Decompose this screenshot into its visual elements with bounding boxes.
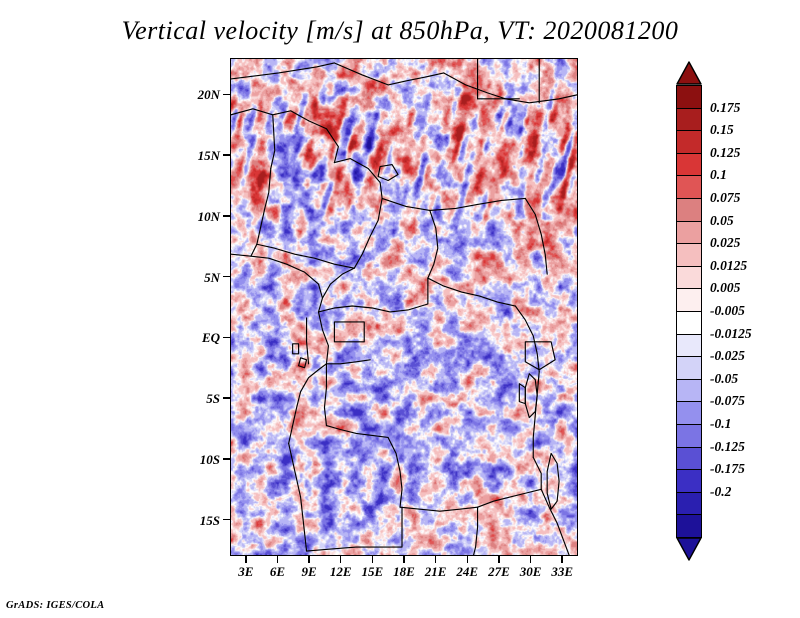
latitude-tick xyxy=(223,518,230,521)
longitude-tick-label: 18E xyxy=(393,564,415,579)
longitude-tick xyxy=(529,556,532,563)
latitude-tick-label: 10S xyxy=(199,451,220,467)
colorbar-tick-label: 0.0125 xyxy=(710,257,748,273)
colorbar-band xyxy=(676,152,702,177)
longitude-tick-label: 27E xyxy=(488,564,510,579)
latitude-tick xyxy=(223,215,230,217)
colorbar-band xyxy=(676,288,702,313)
latitude-tick-label: 20N xyxy=(197,87,220,103)
colorbar-band xyxy=(676,491,702,516)
colorbar-band xyxy=(676,378,702,403)
longitude-tick xyxy=(561,556,563,563)
map-plot-area xyxy=(230,58,578,556)
longitude-tick xyxy=(434,556,437,563)
colorbar-tick-label: 0.025 xyxy=(710,235,741,251)
latitude-tick-label: 15S xyxy=(199,512,220,528)
latitude-tick xyxy=(223,93,230,96)
grads-attribution: GrADS: IGES/COLA xyxy=(6,600,105,611)
colorbar-tick-label: -0.025 xyxy=(710,348,745,364)
longitude-tick-label: 15E xyxy=(361,564,384,579)
colorbar-tick-label: -0.0125 xyxy=(710,325,752,341)
colorbar-tick-label: 0.005 xyxy=(710,280,741,296)
latitude-tick xyxy=(223,397,230,399)
colorbar-band xyxy=(676,401,702,426)
colorbar: 0.175 0.15 0.125 0.1 0.075 0.05 0.025 0.0125 0.0… xyxy=(670,58,800,561)
colorbar-band xyxy=(676,356,702,380)
colorbar-tick-label: 0.1 xyxy=(710,167,727,183)
latitude-tick xyxy=(223,336,230,339)
colorbar-band xyxy=(676,469,702,493)
colorbar-band xyxy=(676,424,702,448)
latitude-tick-label: 10N xyxy=(197,208,220,224)
colorbar-min-arrow xyxy=(676,537,702,561)
latitude-tick xyxy=(223,154,230,156)
longitude-tick-label: 9E xyxy=(301,564,317,579)
colorbar-band xyxy=(676,243,702,267)
longitude-tick-label: 6E xyxy=(269,564,286,579)
colorbar-band xyxy=(676,514,702,539)
longitude-tick xyxy=(276,556,279,563)
colorbar-tick-label: -0.1 xyxy=(710,416,732,431)
latitude-tick-label: 5S xyxy=(206,391,220,407)
colorbar-tick-label: 0.075 xyxy=(710,190,741,205)
longitude-tick xyxy=(466,556,469,563)
colorbar-tick-label: 0.15 xyxy=(710,122,734,138)
latitude-tick xyxy=(223,275,230,278)
vertical-velocity-field xyxy=(231,59,577,555)
colorbar-band xyxy=(676,175,702,200)
longitude-tick-label: 30E xyxy=(519,564,542,579)
longitude-tick-label: 21E xyxy=(424,564,447,579)
colorbar-band xyxy=(676,130,702,154)
longitude-tick-label: 3E xyxy=(238,564,254,579)
colorbar-tick-label: -0.05 xyxy=(710,370,739,386)
longitude-tick xyxy=(339,556,342,563)
longitude-tick-label: 33E xyxy=(551,564,573,579)
colorbar-band xyxy=(676,446,702,471)
longitude-tick-label: 24E xyxy=(456,564,479,579)
page-title: Vertical velocity [m/s] at 850hPa, VT: 2… xyxy=(121,16,679,45)
colorbar-tick-label: -0.125 xyxy=(710,438,745,454)
longitude-tick xyxy=(371,556,374,563)
longitude-tick xyxy=(245,556,247,563)
longitude-tick xyxy=(498,556,500,563)
colorbar-band xyxy=(676,198,702,222)
longitude-tick-label: 12E xyxy=(329,564,352,579)
longitude-tick xyxy=(308,556,310,563)
country-borders-overlay xyxy=(231,59,577,555)
colorbar-band xyxy=(676,220,702,245)
latitude-tick-label: EQ xyxy=(201,330,220,346)
colorbar-tick-label: -0.175 xyxy=(710,461,745,477)
colorbar-band xyxy=(676,85,702,109)
colorbar-band xyxy=(676,311,702,335)
colorbar-tick-label: 0.175 xyxy=(710,99,741,115)
colorbar-max-arrow xyxy=(676,61,702,85)
colorbar-band xyxy=(676,107,702,132)
colorbar-tick-label: -0.075 xyxy=(710,393,745,409)
colorbar-tick-label: -0.005 xyxy=(710,303,745,318)
colorbar-tick-label: 0.125 xyxy=(710,144,741,160)
colorbar-tick-label: 0.05 xyxy=(710,212,734,228)
longitude-tick xyxy=(403,556,405,563)
colorbar-band xyxy=(676,333,702,358)
latitude-tick xyxy=(223,458,230,460)
latitude-tick-label: 15N xyxy=(197,148,220,164)
colorbar-tick-label: -0.2 xyxy=(710,483,732,499)
colorbar-band xyxy=(676,265,702,290)
latitude-tick-label: 5N xyxy=(204,269,220,285)
